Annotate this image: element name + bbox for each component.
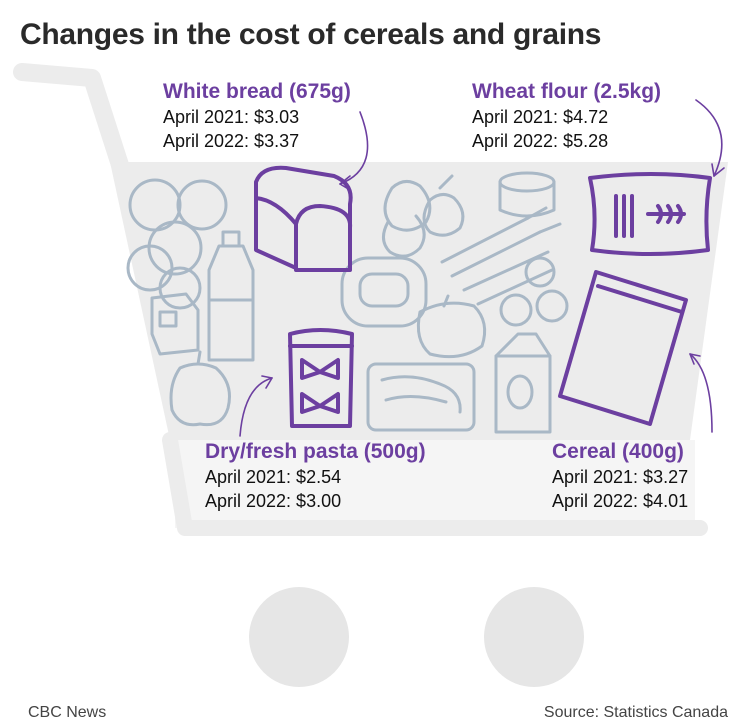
label-wheat-flour: Wheat flour (2.5kg) April 2021: $4.72 Ap…	[472, 79, 661, 153]
price-2021: April 2021: $2.54	[205, 467, 342, 487]
chart-title: Changes in the cost of cereals and grain…	[20, 18, 602, 51]
item-name: Wheat flour (2.5kg)	[472, 80, 662, 103]
onions-icon	[382, 174, 465, 258]
label-white-bread: White bread (675g) April 2021: $3.03 Apr…	[163, 79, 351, 153]
price-2022: April 2022: $3.00	[205, 491, 342, 511]
arrowhead-white-bread	[339, 175, 351, 191]
coffee-bag-icon	[494, 332, 552, 434]
cart-wheel-right	[484, 587, 584, 687]
milk-carton-icon	[150, 292, 200, 356]
price-2021: April 2021: $3.27	[552, 467, 689, 487]
cereal-bag-icon	[558, 270, 688, 426]
price-2022: April 2022: $4.01	[552, 491, 689, 511]
arrowhead-cereal	[689, 353, 701, 365]
cart-wheel-left	[249, 587, 349, 687]
meat-tray-icon	[366, 362, 476, 432]
arrowhead-pasta	[261, 375, 273, 389]
arrow-cereal	[689, 353, 713, 433]
label-pasta: Dry/fresh pasta (500g) April 2021: $2.54…	[205, 439, 426, 513]
cart-lower-panel	[175, 440, 695, 528]
apples-icon	[499, 256, 569, 327]
can-icon	[498, 171, 556, 218]
price-2021: April 2021: $4.72	[472, 107, 609, 127]
arrow-white-bread	[339, 111, 369, 185]
source-text: Source: Statistics Canada	[543, 704, 728, 721]
peppers-icon	[416, 294, 487, 359]
item-name: Cereal (400g)	[552, 440, 684, 463]
price-2021: April 2021: $3.03	[163, 107, 300, 127]
price-2022: April 2022: $3.37	[163, 131, 300, 151]
oranges-icon	[126, 178, 228, 310]
label-cereal: Cereal (400g) April 2021: $3.27 April 20…	[552, 439, 688, 513]
item-name: Dry/fresh pasta (500g)	[205, 440, 426, 463]
price-2022: April 2022: $5.28	[472, 131, 609, 151]
butter-dish-icon	[340, 256, 428, 328]
bottle-icon	[207, 230, 255, 362]
pasta-bag-icon	[288, 328, 354, 428]
cart-handle	[13, 63, 129, 174]
arrow-wheat-flour	[695, 99, 723, 177]
item-name: White bread (675g)	[163, 80, 351, 103]
arrowhead-wheat-flour	[711, 163, 725, 177]
cart-basket	[110, 162, 728, 440]
credit-text: CBC News	[28, 704, 107, 721]
bread-loaf-icon	[254, 165, 353, 272]
arrow-pasta	[239, 377, 273, 437]
flour-bag-icon	[588, 172, 712, 256]
pepper-icon	[169, 350, 231, 427]
